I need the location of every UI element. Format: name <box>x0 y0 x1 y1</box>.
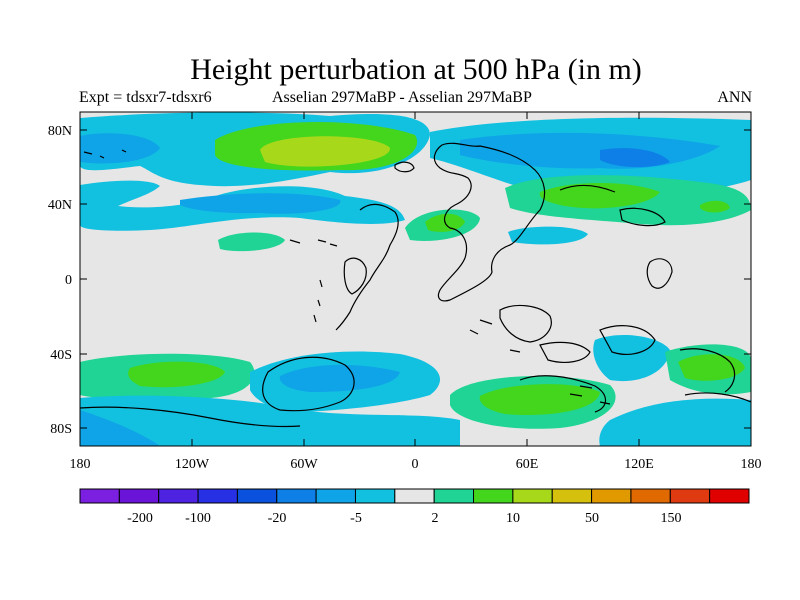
colorbar-swatch <box>473 488 514 504</box>
contour-neg-light <box>599 398 751 446</box>
x-axis-labels: 180 120W 60W 0 60E 120E 180 <box>70 457 762 472</box>
coastline <box>83 149 127 159</box>
colorbar-swatch <box>197 488 238 504</box>
map-plot-area <box>80 112 751 446</box>
colorbar-labels: -200 -100 -20 -5 2 10 50 150 <box>127 511 681 526</box>
coastline <box>335 203 399 331</box>
y-tick-label: 80S <box>50 422 72 437</box>
experiment-label: Expt = tdsxr7-tdsxr6 <box>79 89 212 106</box>
colorbar-label: -200 <box>127 511 153 526</box>
season-label: ANN <box>717 89 752 106</box>
coastline <box>559 184 616 193</box>
colorbar-swatch <box>709 488 750 504</box>
coastline <box>679 348 736 393</box>
colorbar-swatch <box>669 488 711 504</box>
colorbar-label: 2 <box>432 511 439 526</box>
coastline <box>539 341 591 363</box>
coastline <box>619 207 666 227</box>
map-title: Height perturbation at 500 hPa (in m) <box>190 53 642 86</box>
contour-pos-light <box>218 232 285 252</box>
y-tick-label: 0 <box>65 273 72 288</box>
coastline <box>684 392 751 403</box>
coastline <box>433 142 546 302</box>
coastline <box>646 258 673 289</box>
colorbar-swatch <box>118 488 160 504</box>
coastline <box>499 304 552 343</box>
period-label: Asselian 297MaBP - Asselian 297MaBP <box>272 89 532 106</box>
coastline <box>262 356 355 412</box>
coastline <box>289 239 338 247</box>
coastline <box>80 406 301 428</box>
colorbar-swatch <box>512 488 553 504</box>
contour-pos-mid <box>700 200 730 213</box>
colorbar-label: 150 <box>661 511 682 526</box>
colorbar-swatch <box>158 488 199 504</box>
coastline <box>313 279 323 323</box>
x-tick-label: 180 <box>741 457 762 472</box>
coastline <box>343 257 367 295</box>
x-tick-label: 0 <box>412 457 419 472</box>
contour-pos-mid <box>128 361 225 388</box>
contour-pos-strong <box>260 136 391 167</box>
y-tick-label: 80N <box>48 124 72 139</box>
colorbar-swatch <box>433 488 475 504</box>
contour-neg-light <box>80 395 460 446</box>
colorbar-swatch <box>591 488 632 504</box>
paleo-coastlines <box>80 142 751 428</box>
x-tick-label: 180 <box>70 457 91 472</box>
y-axis-labels: 80N 40N 0 40S 80S <box>48 124 72 437</box>
coastline <box>519 375 607 413</box>
x-tick-label: 60W <box>290 457 318 472</box>
x-tick-label: 60E <box>516 457 539 472</box>
colorbar-swatch <box>354 488 396 504</box>
contour-pos-mid <box>539 183 660 209</box>
colorbar-swatch <box>630 488 671 504</box>
colorbar-label: -5 <box>350 511 362 526</box>
height-contours <box>80 112 751 446</box>
colorbar-swatch <box>394 488 435 504</box>
contour-neg-strong <box>600 148 670 168</box>
colorbar-swatch <box>79 488 120 504</box>
colorbar-swatch <box>551 488 593 504</box>
contour-neg-mid <box>80 410 160 446</box>
coastline <box>469 319 521 353</box>
colorbar-swatch <box>315 488 356 504</box>
y-tick-label: 40S <box>50 348 72 363</box>
contour-neg-light <box>508 226 588 245</box>
x-tick-label: 120E <box>624 457 654 472</box>
colorbar-label: -100 <box>185 511 211 526</box>
contour-neg-mid <box>180 193 341 214</box>
colorbar-label: -20 <box>268 511 287 526</box>
contour-pos-mid <box>479 384 600 416</box>
contour-neg-mid <box>279 364 400 392</box>
colorbar-label: 10 <box>506 511 520 526</box>
y-tick-label: 40N <box>48 198 72 213</box>
coastline <box>394 161 415 173</box>
coastline <box>599 325 656 355</box>
axis-ticks <box>79 112 752 446</box>
coastline <box>569 385 611 405</box>
colorbar-swatch <box>276 488 317 504</box>
colorbar-swatch <box>236 488 278 504</box>
colorbar-label: 50 <box>585 511 599 526</box>
colorbar <box>79 488 750 504</box>
x-tick-label: 120W <box>175 457 210 472</box>
contour-neg-mid <box>80 133 160 164</box>
